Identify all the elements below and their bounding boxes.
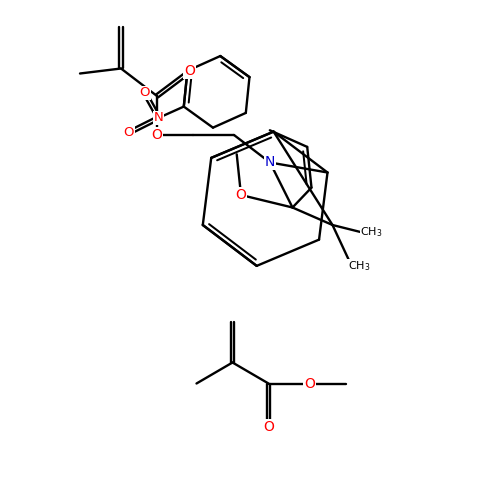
Text: O: O <box>152 128 162 142</box>
Text: O: O <box>124 126 134 140</box>
Text: N: N <box>265 156 275 170</box>
Text: O: O <box>236 188 246 202</box>
Text: O: O <box>304 376 315 390</box>
Text: O: O <box>184 64 195 78</box>
Text: O: O <box>140 86 150 100</box>
Text: O: O <box>263 420 274 434</box>
Text: CH$_3$: CH$_3$ <box>360 226 382 239</box>
Text: N: N <box>154 112 164 124</box>
Text: CH$_3$: CH$_3$ <box>348 260 370 274</box>
